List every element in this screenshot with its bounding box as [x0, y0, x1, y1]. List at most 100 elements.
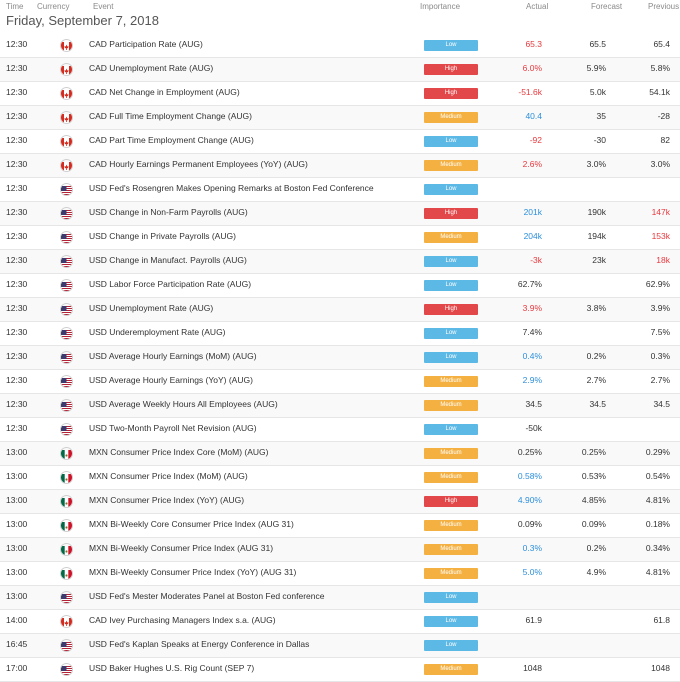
table-row[interactable]: 13:00 MXN Consumer Price Index (YoY) (AUG… — [0, 490, 680, 514]
event-time: 12:30 — [6, 351, 28, 361]
importance-badge: Low — [424, 184, 478, 195]
actual-value: -3k — [530, 255, 542, 265]
column-header-time: Time — [6, 2, 24, 11]
table-row[interactable]: 12:30 USD Average Hourly Earnings (MoM) (… — [0, 346, 680, 370]
event-name[interactable]: MXN Bi-Weekly Core Consumer Price Index … — [89, 519, 294, 529]
event-time: 12:30 — [6, 231, 28, 241]
table-row[interactable]: 12:30 USD Average Weekly Hours All Employ… — [0, 394, 680, 418]
event-name[interactable]: USD Change in Manufact. Payrolls (AUG) — [89, 255, 247, 265]
event-name[interactable]: USD Fed's Mester Moderates Panel at Bost… — [89, 591, 325, 601]
usd-flag-icon — [60, 207, 73, 220]
event-name[interactable]: USD Average Hourly Earnings (MoM) (AUG) — [89, 351, 257, 361]
table-row[interactable]: 14:00 CAD Ivey Purchasing Managers Index … — [0, 610, 680, 634]
event-name[interactable]: CAD Unemployment Rate (AUG) — [89, 63, 214, 73]
table-row[interactable]: 12:30 USD Change in Private Payrolls (AUG… — [0, 226, 680, 250]
actual-value: 5.0% — [522, 567, 542, 577]
event-name[interactable]: MXN Bi-Weekly Consumer Price Index (YoY)… — [89, 567, 297, 577]
actual-value: 34.5 — [525, 399, 542, 409]
table-row[interactable]: 12:30 USD Unemployment Rate (AUG) High 3.9%… — [0, 298, 680, 322]
table-row[interactable]: 12:30 USD Two-Month Payroll Net Revision … — [0, 418, 680, 442]
column-header-bar: Time Currency Event Importance Actual Fo… — [0, 0, 680, 12]
event-name[interactable]: MXN Consumer Price Index (YoY) (AUG) — [89, 495, 245, 505]
previous-value: 147k — [651, 207, 670, 217]
event-time: 13:00 — [6, 591, 28, 601]
previous-value: 0.3% — [650, 351, 670, 361]
table-row[interactable]: 12:30 CAD Unemployment Rate (AUG) High 6.0%… — [0, 58, 680, 82]
previous-value: 82 — [660, 135, 670, 145]
actual-value: 62.7% — [517, 279, 542, 289]
column-header-event: Event — [93, 2, 114, 11]
event-name[interactable]: MXN Consumer Price Index (MoM) (AUG) — [89, 471, 248, 481]
table-row[interactable]: 12:30 CAD Participation Rate (AUG) Low 65.3… — [0, 34, 680, 58]
importance-badge: Low — [424, 352, 478, 363]
table-row[interactable]: 12:30 USD Labor Force Participation Rate … — [0, 274, 680, 298]
event-name[interactable]: CAD Hourly Earnings Permanent Employees … — [89, 159, 308, 169]
event-time: 13:00 — [6, 543, 28, 553]
table-row[interactable]: 12:30 USD Fed's Rosengren Makes Opening R… — [0, 178, 680, 202]
event-time: 13:00 — [6, 567, 28, 577]
event-name[interactable]: CAD Part Time Employment Change (AUG) — [89, 135, 254, 145]
event-name[interactable]: CAD Participation Rate (AUG) — [89, 39, 203, 49]
event-name[interactable]: CAD Full Time Employment Change (AUG) — [89, 111, 252, 121]
table-row[interactable]: 13:00 MXN Bi-Weekly Consumer Price Index … — [0, 538, 680, 562]
event-name[interactable]: MXN Bi-Weekly Consumer Price Index (AUG … — [89, 543, 274, 553]
table-row[interactable]: 12:30 USD Underemployment Rate (AUG) Low 7.… — [0, 322, 680, 346]
event-name[interactable]: USD Change in Private Payrolls (AUG) — [89, 231, 236, 241]
table-row[interactable]: 13:00 USD Fed's Mester Moderates Panel at… — [0, 586, 680, 610]
importance-badge: Medium — [424, 232, 478, 243]
event-name[interactable]: USD Two-Month Payroll Net Revision (AUG) — [89, 423, 257, 433]
forecast-value: 0.2% — [586, 543, 606, 553]
cad-flag-icon — [60, 615, 73, 628]
table-row[interactable]: 13:00 MXN Bi-Weekly Core Consumer Price I… — [0, 514, 680, 538]
table-row[interactable]: 13:00 MXN Bi-Weekly Consumer Price Index … — [0, 562, 680, 586]
event-name[interactable]: CAD Net Change in Employment (AUG) — [89, 87, 240, 97]
actual-value: -50k — [525, 423, 542, 433]
importance-badge: Medium — [424, 112, 478, 123]
event-time: 13:00 — [6, 447, 28, 457]
event-name[interactable]: USD Unemployment Rate (AUG) — [89, 303, 214, 313]
event-name[interactable]: USD Average Hourly Earnings (YoY) (AUG) — [89, 375, 253, 385]
table-row[interactable]: 12:30 USD Change in Manufact. Payrolls (A… — [0, 250, 680, 274]
column-header-previous: Previous — [648, 2, 680, 11]
event-name[interactable]: CAD Ivey Purchasing Managers Index s.a. … — [89, 615, 276, 625]
event-time: 12:30 — [6, 63, 28, 73]
usd-flag-icon — [60, 303, 73, 316]
actual-value: 4.90% — [517, 495, 542, 505]
table-row[interactable]: 16:45 USD Fed's Kaplan Speaks at Energy C… — [0, 634, 680, 658]
event-name[interactable]: USD Baker Hughes U.S. Rig Count (SEP 7) — [89, 663, 255, 673]
forecast-value: 2.7% — [586, 375, 606, 385]
table-row[interactable]: 17:00 USD Baker Hughes U.S. Rig Count (SE… — [0, 658, 680, 682]
importance-badge: High — [424, 304, 478, 315]
event-time: 12:30 — [6, 183, 28, 193]
table-row[interactable]: 13:00 MXN Consumer Price Index Core (MoM)… — [0, 442, 680, 466]
table-row[interactable]: 12:30 USD Change in Non-Farm Payrolls (AU… — [0, 202, 680, 226]
usd-flag-icon — [60, 231, 73, 244]
actual-value: 0.09% — [517, 519, 542, 529]
event-name[interactable]: USD Labor Force Participation Rate (AUG) — [89, 279, 252, 289]
actual-value: 0.58% — [517, 471, 542, 481]
table-row[interactable]: 12:30 USD Average Hourly Earnings (YoY) (… — [0, 370, 680, 394]
event-time: 13:00 — [6, 471, 28, 481]
event-name[interactable]: USD Underemployment Rate (AUG) — [89, 327, 226, 337]
importance-badge: Low — [424, 40, 478, 51]
table-row[interactable]: 12:30 CAD Full Time Employment Change (AU… — [0, 106, 680, 130]
actual-value: 7.4% — [522, 327, 542, 337]
event-time: 12:30 — [6, 207, 28, 217]
table-row[interactable]: 12:30 CAD Hourly Earnings Permanent Emplo… — [0, 154, 680, 178]
forecast-value: 35 — [596, 111, 606, 121]
actual-value: 204k — [523, 231, 542, 241]
event-name[interactable]: USD Change in Non-Farm Payrolls (AUG) — [89, 207, 248, 217]
mxn-flag-icon — [60, 447, 73, 460]
previous-value: 153k — [651, 231, 670, 241]
table-row[interactable]: 13:00 MXN Consumer Price Index (MoM) (AUG… — [0, 466, 680, 490]
event-name[interactable]: MXN Consumer Price Index Core (MoM) (AUG… — [89, 447, 269, 457]
event-time: 16:45 — [6, 639, 28, 649]
event-name[interactable]: USD Fed's Rosengren Makes Opening Remark… — [89, 183, 374, 193]
table-row[interactable]: 12:30 CAD Net Change in Employment (AUG) H… — [0, 82, 680, 106]
event-name[interactable]: USD Average Weekly Hours All Employees (… — [89, 399, 278, 409]
table-row[interactable]: 12:30 CAD Part Time Employment Change (AU… — [0, 130, 680, 154]
event-name[interactable]: USD Fed's Kaplan Speaks at Energy Confer… — [89, 639, 310, 649]
forecast-value: 3.8% — [586, 303, 606, 313]
previous-value: 0.18% — [645, 519, 670, 529]
usd-flag-icon — [60, 399, 73, 412]
